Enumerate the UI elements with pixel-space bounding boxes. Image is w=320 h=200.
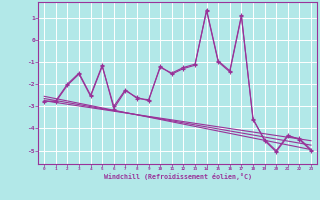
- X-axis label: Windchill (Refroidissement éolien,°C): Windchill (Refroidissement éolien,°C): [104, 173, 252, 180]
